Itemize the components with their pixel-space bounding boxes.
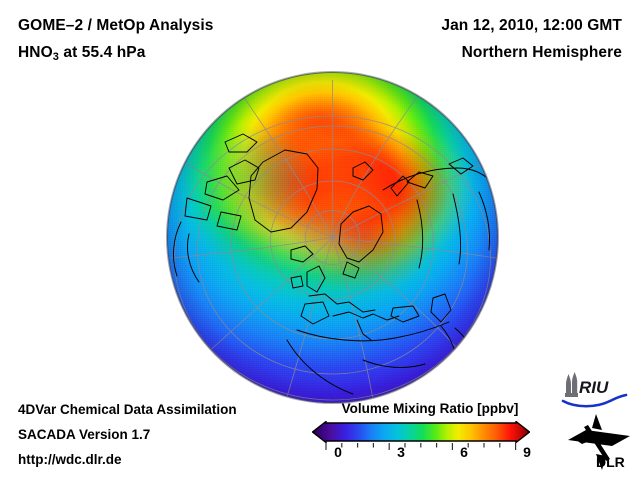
species-name: HNO (18, 44, 53, 61)
page-title-species: HNO3 at 55.4 hPa (18, 44, 146, 63)
colorbar-tick-6: 6 (460, 444, 468, 460)
colorbar-gradient (311, 420, 531, 444)
header-date: Jan 12, 2010, 12:00 GMT (441, 17, 622, 34)
colorbar-ticks (325, 443, 517, 450)
dlr-logo: DLR (568, 414, 630, 470)
riu-cathedral-icon (565, 372, 578, 397)
colorbar (311, 420, 531, 444)
globe-limb-shading (167, 72, 498, 403)
colorbar-tick-labels: 0 3 6 9 (300, 444, 544, 464)
species-subscript: 3 (52, 51, 59, 63)
riu-logo: RIU (561, 372, 628, 408)
page-title-instrument: GOME–2 / MetOp Analysis (18, 17, 214, 34)
species-level: at 55.4 hPa (58, 44, 146, 61)
riu-logo-text: RIU (579, 378, 609, 397)
globe-visualization (167, 72, 498, 403)
colorbar-tick-3: 3 (397, 444, 405, 460)
footer-url: http://wdc.dlr.de (18, 452, 122, 467)
header-region: Northern Hemisphere (461, 44, 622, 61)
colorbar-title: Volume Mixing Ratio [ppbv] (341, 401, 519, 416)
colorbar-body (311, 420, 531, 444)
riu-swoosh-icon (561, 393, 628, 408)
dlr-mark-icon (568, 414, 630, 470)
footer-version: SACADA Version 1.7 (18, 427, 151, 442)
dlr-logo-text: DLR (596, 454, 625, 470)
footer-method: 4DVar Chemical Data Assimilation (18, 402, 237, 417)
colorbar-tick-9: 9 (523, 444, 531, 460)
globe-disk (167, 72, 498, 403)
colorbar-tick-0: 0 (334, 444, 342, 460)
